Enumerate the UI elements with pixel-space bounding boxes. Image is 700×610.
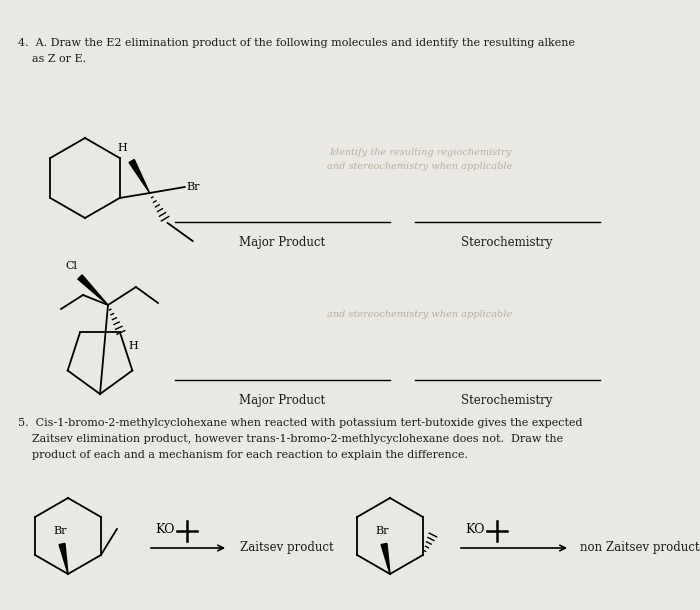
Text: product of each and a mechanism for each reaction to explain the difference.: product of each and a mechanism for each… xyxy=(18,450,468,460)
Polygon shape xyxy=(78,275,108,305)
Text: and stereochemistry when applicable: and stereochemistry when applicable xyxy=(328,310,512,319)
Text: Br: Br xyxy=(53,526,66,536)
Text: Br: Br xyxy=(375,526,389,536)
Text: H: H xyxy=(128,341,138,351)
Polygon shape xyxy=(59,544,68,574)
Polygon shape xyxy=(129,160,150,193)
Text: non Zaitsev product: non Zaitsev product xyxy=(580,542,699,554)
Text: Sterochemistry: Sterochemistry xyxy=(461,236,553,249)
Text: 5.  Cis-1-bromo-2-methylcyclohexane when reacted with potassium tert-butoxide gi: 5. Cis-1-bromo-2-methylcyclohexane when … xyxy=(18,418,582,428)
Text: Zaitsev elimination product, however trans-1-bromo-2-methlycyclohexane does not.: Zaitsev elimination product, however tra… xyxy=(18,434,563,444)
Text: Identify the resulting regiochemistry: Identify the resulting regiochemistry xyxy=(329,148,511,157)
Text: as Z or E.: as Z or E. xyxy=(18,54,86,64)
Text: Sterochemistry: Sterochemistry xyxy=(461,394,553,407)
Text: H: H xyxy=(118,143,127,153)
Text: Cl: Cl xyxy=(65,261,77,271)
Text: and stereochemistry when applicable: and stereochemistry when applicable xyxy=(328,162,512,171)
Text: KO: KO xyxy=(465,523,484,536)
Polygon shape xyxy=(381,544,390,574)
Text: 4.  A. Draw the E2 elimination product of the following molecules and identify t: 4. A. Draw the E2 elimination product of… xyxy=(18,38,575,48)
Text: Zaitsev product: Zaitsev product xyxy=(240,542,334,554)
Text: Major Product: Major Product xyxy=(239,394,325,407)
Text: Br: Br xyxy=(187,182,200,192)
Text: KO: KO xyxy=(155,523,174,536)
Text: Major Product: Major Product xyxy=(239,236,325,249)
